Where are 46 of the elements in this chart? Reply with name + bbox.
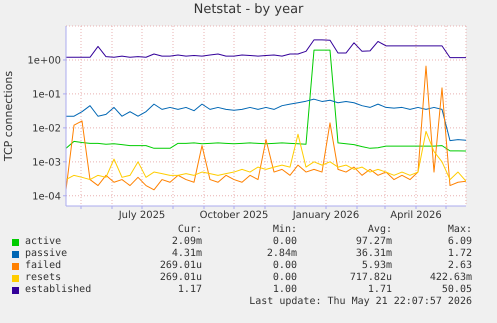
x-tick-label: January 2026 xyxy=(292,210,360,222)
text: 50.05 xyxy=(440,284,472,296)
text: 422.63m xyxy=(428,272,472,284)
y-axis-title: TCP connections xyxy=(2,70,15,162)
y-tick-label: 1e+00 xyxy=(27,56,61,67)
chart-title: Netstat - by year xyxy=(192,2,304,17)
text: 2.84m xyxy=(266,248,297,260)
line-series xyxy=(66,39,466,58)
text: Max: xyxy=(446,224,472,236)
text: 5.93m xyxy=(360,260,392,272)
line-series xyxy=(66,50,466,152)
text: 269.01u xyxy=(158,272,202,284)
legend-label: active xyxy=(25,236,62,248)
text: 0.00 xyxy=(272,260,297,272)
text: Cur: xyxy=(176,224,202,236)
text: Min: xyxy=(272,224,297,236)
line-series xyxy=(66,130,466,182)
text: Avg: xyxy=(366,224,392,236)
text: 36.31m xyxy=(354,248,392,260)
line-series xyxy=(66,66,466,190)
text: 0.00 xyxy=(272,236,297,248)
legend-label: established xyxy=(25,284,92,296)
x-tick-label: October 2025 xyxy=(200,210,268,222)
text: 2.63 xyxy=(446,260,472,272)
legend-label: failed xyxy=(25,260,62,272)
text: 1.17 xyxy=(176,284,202,296)
text: 6.09 xyxy=(446,236,472,248)
text: 269.01u xyxy=(158,260,202,272)
y-tick-label: 1e-04 xyxy=(32,191,61,202)
line-series xyxy=(66,98,466,142)
text: 1.00 xyxy=(272,284,297,296)
text: 1.71 xyxy=(366,284,392,296)
text: 4.31m xyxy=(170,248,202,260)
legend-label: resets xyxy=(25,272,62,284)
text: 717.82u xyxy=(348,272,392,284)
y-tick-label: 1e-01 xyxy=(32,89,61,100)
text: Last update: Thu May 21 22:07:57 2026 xyxy=(248,296,472,308)
x-tick-label: July 2025 xyxy=(118,210,166,222)
y-tick-label: 1e-02 xyxy=(32,123,61,134)
text: 97.27m xyxy=(354,236,392,248)
y-tick-label: 1e-03 xyxy=(32,157,61,168)
text: 2.09m xyxy=(170,236,202,248)
text: 0.00 xyxy=(272,272,297,284)
x-tick-label: April 2026 xyxy=(390,210,442,222)
text: 1.72 xyxy=(446,248,472,260)
legend-label: passive xyxy=(25,248,68,260)
